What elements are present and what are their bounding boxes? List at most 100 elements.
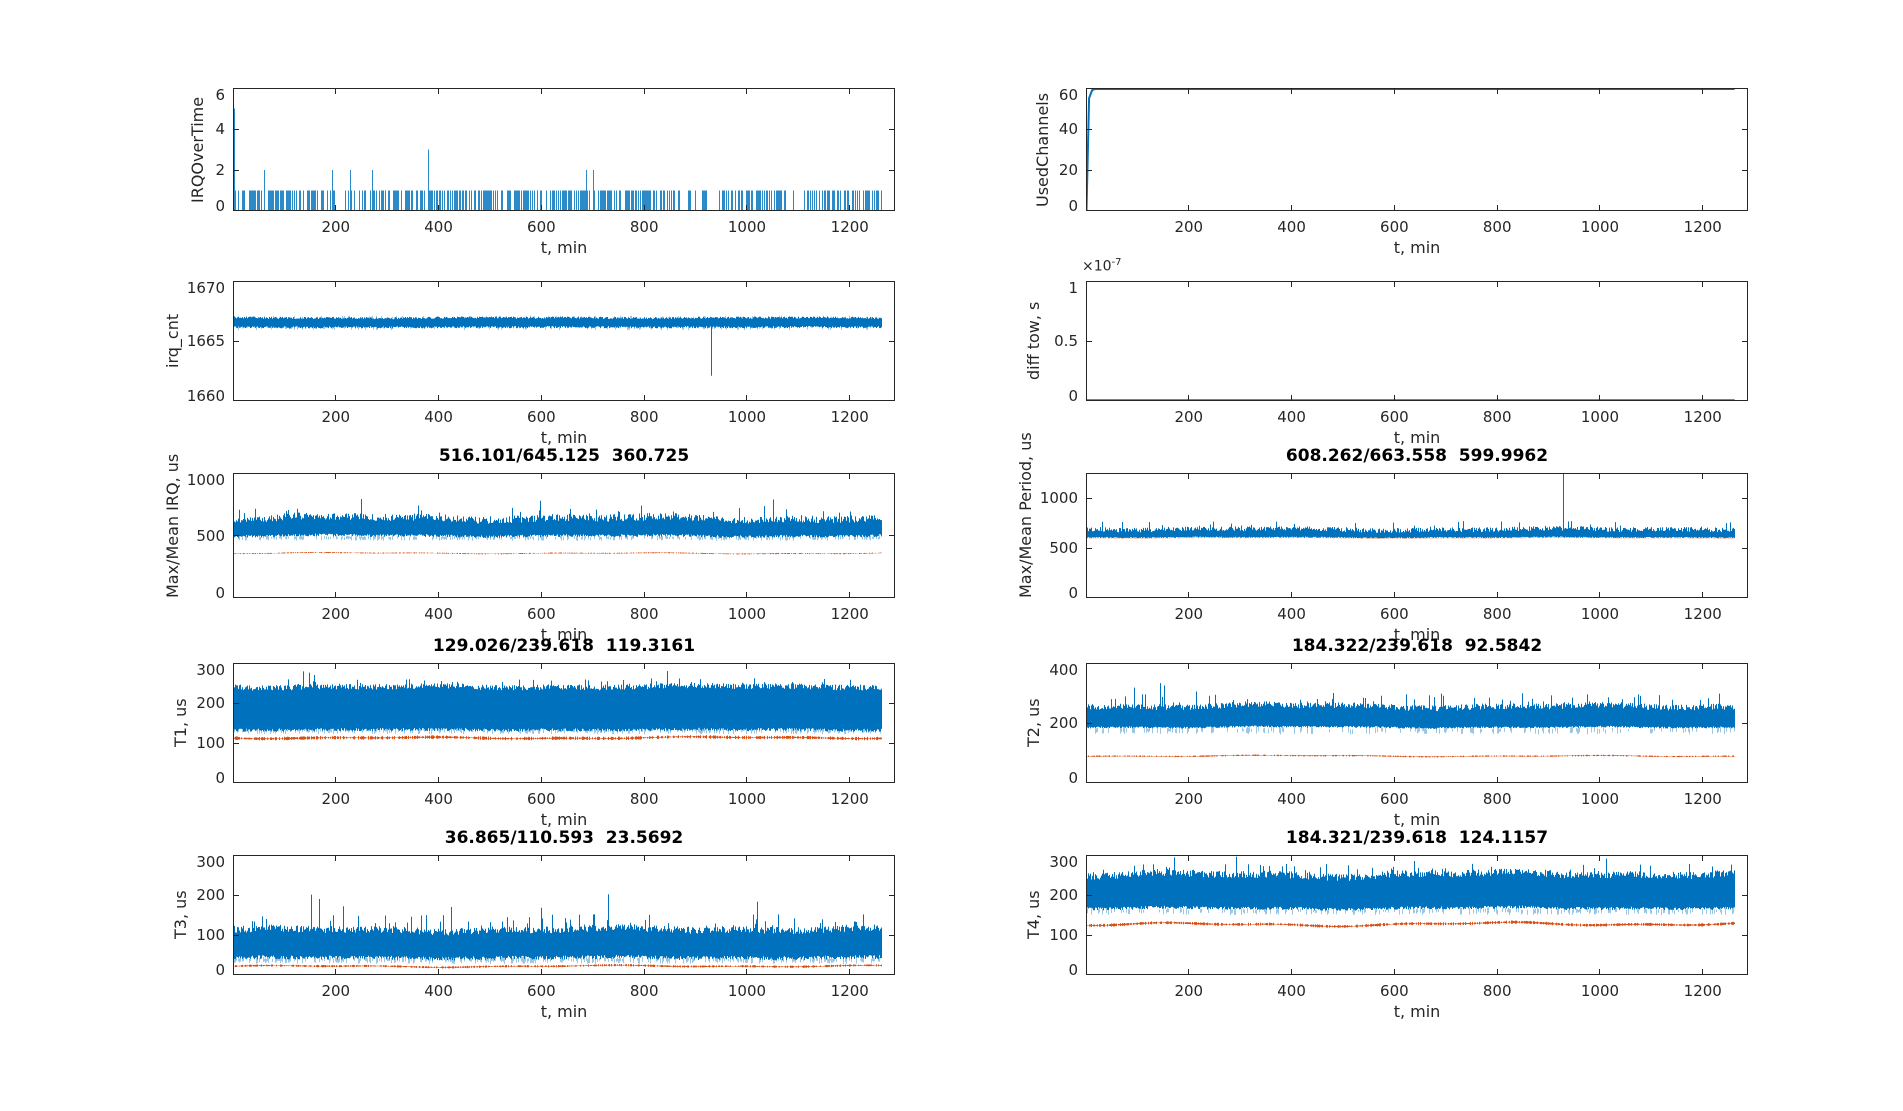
plot-canvas — [1086, 855, 1748, 975]
y-tick-label: 4 — [215, 120, 225, 138]
x-axis-label: t, min — [1393, 428, 1441, 447]
subplot-t1: 129.026/239.618 119.3161 T1, us t, min 2… — [171, 636, 895, 829]
y-tick-label: 1665 — [186, 332, 225, 350]
irq-overruns-series — [233, 108, 882, 211]
y-tick-label: 100 — [1049, 926, 1078, 944]
tick-marks — [1087, 474, 1747, 598]
x-tick-label: 200 — [1174, 982, 1204, 1000]
y-tick-label: 200 — [196, 886, 225, 904]
y-axis-label: T1, us — [171, 698, 191, 748]
y-axis-label: Max/Mean Period, us — [1015, 432, 1035, 598]
x-tick-label: 200 — [321, 605, 351, 623]
x-axis-label: t, min — [1393, 625, 1441, 644]
x-tick-label: 800 — [629, 218, 659, 236]
t4-mean-series — [1086, 920, 1735, 975]
y-tick-label: 0 — [215, 584, 225, 602]
y-axis-label: diff tow, s — [1024, 301, 1044, 381]
x-tick-label: 1200 — [1683, 408, 1722, 426]
x-tick-label: 800 — [629, 605, 659, 623]
plot-canvas — [1086, 281, 1748, 401]
subplot-max-mean-irq: 516.101/645.125 360.725 Max/Mean IRQ, us… — [163, 446, 895, 644]
x-tick-label: 1000 — [727, 982, 767, 1000]
y-tick-label: 0 — [1068, 197, 1078, 215]
plot-title: 129.026/239.618 119.3161 — [432, 636, 696, 656]
x-tick-label: 1000 — [1580, 218, 1620, 236]
subplot-used-channels: UsedChannels t, min 200 400 600 800 1000 1200… — [1033, 86, 1748, 257]
tick-marks — [1087, 88, 1747, 211]
t2-max-series — [1086, 683, 1735, 783]
y-tick-label: 0 — [1068, 769, 1078, 787]
axes-box — [1086, 855, 1748, 975]
x-tick-label: 600 — [527, 790, 556, 808]
tick-marks — [234, 473, 894, 598]
y-tick-label: 300 — [1049, 853, 1078, 871]
x-tick-label: 400 — [1277, 218, 1306, 236]
x-tick-label: 1000 — [1580, 605, 1620, 623]
y-axis-label: T2, us — [1024, 698, 1044, 748]
y-axis-exponent: ×10-7 — [1082, 257, 1122, 275]
y-axis-label: T3, us — [171, 890, 191, 940]
y-tick-label: 0 — [215, 769, 225, 787]
mean-period-series — [1086, 537, 1735, 598]
y-tick-label: 500 — [1049, 539, 1078, 557]
y-tick-label: 1000 — [186, 471, 225, 489]
x-tick-label: 200 — [321, 218, 351, 236]
x-axis-label: t, min — [540, 1002, 588, 1021]
y-tick-label: 1000 — [1039, 489, 1078, 507]
max-irq-halo — [238, 534, 880, 541]
subplot-diff-tow: diff tow, s ×10-7 t, min 200 400 600 800 100… — [1024, 257, 1748, 447]
y-tick-label: 300 — [196, 853, 225, 871]
axes-box — [233, 855, 895, 975]
y-tick-label: 200 — [1049, 886, 1078, 904]
subplot-t4: 184.321/239.618 124.1157 T4, us t, min 2… — [1024, 828, 1748, 1021]
x-tick-label: 800 — [1482, 408, 1512, 426]
t2-max-halo — [1095, 726, 1735, 735]
y-tick-label: 0 — [1068, 961, 1078, 979]
x-axis-label: t, min — [540, 428, 588, 447]
y-tick-label: 40 — [1058, 120, 1078, 138]
y-axis-label: IRQOverTime — [188, 96, 208, 203]
axes-box — [1086, 88, 1748, 211]
y-axis-label: irq_cnt — [162, 313, 182, 369]
x-tick-label: 600 — [1380, 982, 1409, 1000]
max-irq-series — [233, 499, 882, 598]
subplot-t3: 36.865/110.593 23.5692 T3, us t, min 200… — [171, 828, 895, 1021]
plot-title: 608.262/663.558 599.9962 — [1285, 446, 1549, 466]
x-tick-label: 1200 — [1683, 790, 1722, 808]
plot-canvas — [233, 473, 895, 598]
x-tick-label: 200 — [321, 982, 351, 1000]
t2-mean-series — [1086, 754, 1735, 783]
x-tick-label: 600 — [1380, 790, 1409, 808]
x-tick-label: 200 — [1174, 408, 1204, 426]
axes-box — [1086, 473, 1748, 598]
y-axis-label: T4, us — [1024, 890, 1044, 940]
x-tick-label: 600 — [527, 982, 556, 1000]
used-channels-count-series — [1086, 88, 1735, 211]
plot-canvas — [1086, 473, 1748, 598]
x-tick-label: 1200 — [1683, 218, 1722, 236]
plot-title — [233, 61, 895, 83]
tick-marks — [234, 663, 894, 783]
x-axis-label: t, min — [1393, 1002, 1441, 1021]
x-tick-label: 400 — [424, 982, 453, 1000]
x-tick-label: 600 — [1380, 408, 1409, 426]
x-tick-label: 600 — [1380, 218, 1409, 236]
x-tick-label: 200 — [1174, 605, 1204, 623]
y-tick-label: 2 — [215, 161, 225, 179]
y-tick-label: 1660 — [186, 387, 225, 405]
x-tick-label: 1200 — [830, 605, 869, 623]
x-tick-label: 800 — [629, 982, 659, 1000]
t1-max-series — [233, 671, 882, 783]
plot-canvas — [1086, 88, 1748, 211]
x-tick-label: 400 — [1277, 408, 1306, 426]
y-tick-label: 1 — [1068, 279, 1078, 297]
plot-canvas — [233, 88, 895, 211]
x-axis-label: t, min — [540, 810, 588, 829]
plot-title — [1086, 254, 1748, 276]
x-tick-label: 400 — [424, 605, 453, 623]
y-tick-label: 0 — [215, 961, 225, 979]
x-tick-label: 1200 — [1683, 982, 1722, 1000]
plot-canvas — [233, 855, 895, 975]
x-tick-label: 1200 — [1683, 605, 1722, 623]
